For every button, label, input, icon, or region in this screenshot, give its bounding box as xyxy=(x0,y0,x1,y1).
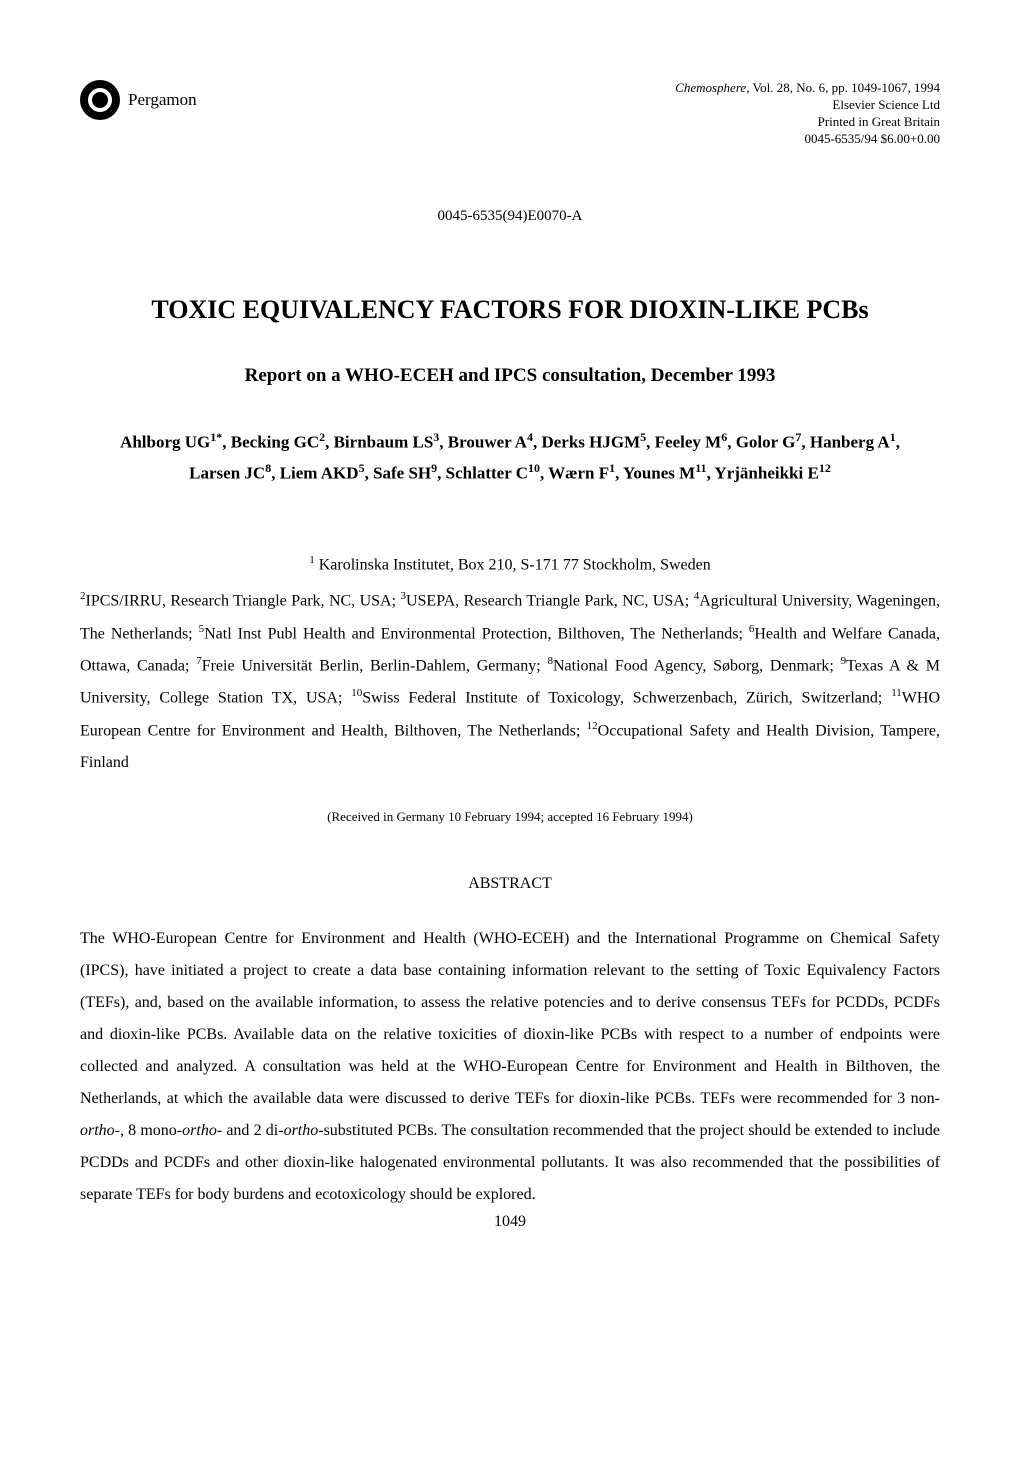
abstract-text: The WHO-European Centre for Environment … xyxy=(80,923,940,1211)
affiliation-primary: 1 Karolinska Institutet, Box 210, S-171 … xyxy=(80,549,940,581)
affiliations: 1 Karolinska Institutet, Box 210, S-171 … xyxy=(80,549,940,779)
paper-title: TOXIC EQUIVALENCY FACTORS FOR DIOXIN-LIK… xyxy=(80,295,940,325)
journal-citation: Chemosphere, Vol. 28, No. 6, pp. 1049-10… xyxy=(675,80,940,97)
received-dates: (Received in Germany 10 February 1994; a… xyxy=(80,809,940,825)
journal-line4: 0045-6535/94 $6.00+0.00 xyxy=(675,131,940,148)
affiliation-rest: 2IPCS/IRRU, Research Triangle Park, NC, … xyxy=(80,585,940,779)
journal-line3: Printed in Great Britain xyxy=(675,114,940,131)
pergamon-logo-icon xyxy=(80,80,120,120)
abstract-heading: ABSTRACT xyxy=(80,875,940,893)
journal-line2: Elsevier Science Ltd xyxy=(675,97,940,114)
doi: 0045-6535(94)E0070-A xyxy=(80,208,940,225)
header-row: Pergamon Chemosphere, Vol. 28, No. 6, pp… xyxy=(80,80,940,148)
journal-citation-detail: , Vol. 28, No. 6, pp. 1049-1067, 1994 xyxy=(746,80,940,95)
publisher-name: Pergamon xyxy=(128,90,197,110)
journal-name: Chemosphere xyxy=(675,80,746,95)
journal-info: Chemosphere, Vol. 28, No. 6, pp. 1049-10… xyxy=(675,80,940,148)
authors-list: Ahlborg UG1*, Becking GC2, Birnbaum LS3,… xyxy=(80,427,940,490)
publisher-block: Pergamon xyxy=(80,80,197,120)
paper-subtitle: Report on a WHO-ECEH and IPCS consultati… xyxy=(80,365,940,387)
page-number: 1049 xyxy=(80,1213,940,1231)
